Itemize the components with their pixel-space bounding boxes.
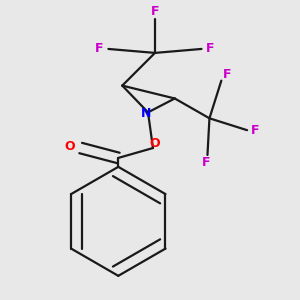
Text: F: F (202, 156, 210, 169)
Text: N: N (141, 107, 152, 120)
Text: F: F (151, 5, 159, 18)
Text: F: F (95, 42, 104, 56)
Text: F: F (251, 124, 260, 137)
Text: F: F (206, 42, 215, 56)
Text: F: F (222, 68, 231, 81)
Text: O: O (149, 137, 160, 150)
Text: O: O (64, 140, 75, 153)
